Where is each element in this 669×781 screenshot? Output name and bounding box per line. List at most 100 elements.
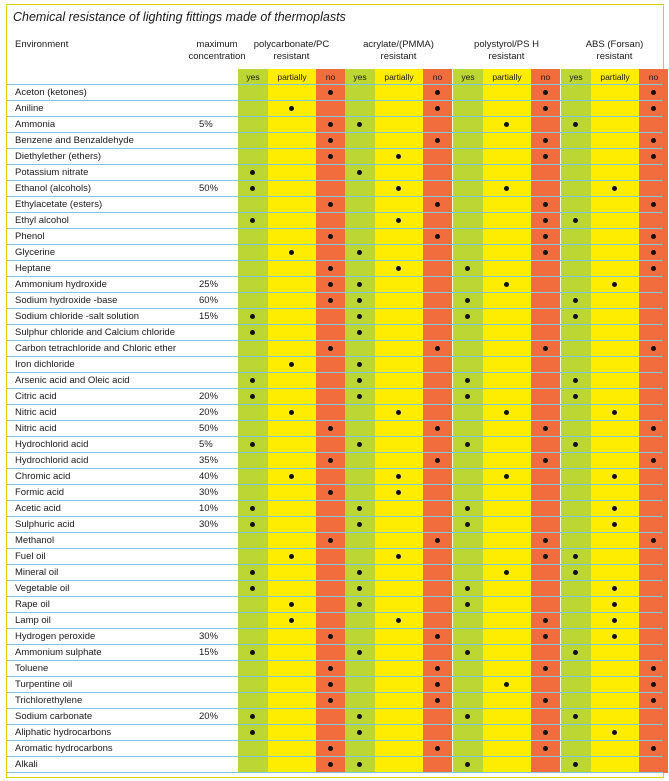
resistance-mark-no: [651, 746, 656, 751]
row-divider: [7, 468, 663, 469]
table-title: Chemical resistance of lighting fittings…: [13, 10, 346, 24]
resistance-mark-partially: [396, 266, 401, 271]
row-divider: [7, 516, 663, 517]
row-divider: [7, 404, 663, 405]
max-concentration: 5%: [199, 439, 213, 450]
resistance-mark-no: [651, 90, 656, 95]
resistance-mark-yes: [357, 442, 362, 447]
material-group-subtitle: resistant: [596, 51, 633, 62]
column-band-no: [423, 69, 452, 773]
resistance-mark-partially: [504, 122, 509, 127]
resistance-mark-yes: [573, 650, 578, 655]
resistance-mark-no: [328, 458, 333, 463]
environment-name: Methanol: [15, 535, 55, 546]
row-divider: [7, 628, 663, 629]
concentration-header-line2: concentration: [188, 51, 246, 62]
row-divider: [7, 612, 663, 613]
row-divider: [7, 100, 663, 101]
row-divider: [7, 436, 663, 437]
resistance-mark-partially: [612, 522, 617, 527]
row-divider: [7, 484, 663, 485]
environment-name: Aniline: [15, 103, 44, 114]
row-divider: [7, 500, 663, 501]
resistance-mark-partially: [289, 106, 294, 111]
resistance-mark-no: [543, 346, 548, 351]
table-row: Hydrogen peroxide 30%: [7, 629, 663, 645]
resistance-mark-yes: [573, 314, 578, 319]
environment-name: Ammonium sulphate: [15, 647, 102, 658]
row-divider: [7, 564, 663, 565]
material-group-name: acrylate/(PMMA): [363, 39, 434, 50]
max-concentration: 10%: [199, 503, 219, 514]
resistance-mark-yes: [250, 522, 255, 527]
environment-name: Diethylether (ethers): [15, 151, 102, 162]
table-row: Sulphuric acid 30%: [7, 517, 663, 533]
resistance-mark-partially: [396, 618, 401, 623]
resistance-mark-yes: [573, 218, 578, 223]
subcolumn-header-no: no: [648, 72, 659, 82]
row-divider: [7, 420, 663, 421]
resistance-mark-partially: [504, 186, 509, 191]
environment-name: Benzene and Benzaldehyde: [15, 135, 134, 146]
resistance-mark-no: [543, 426, 548, 431]
material-group-subtitle: resistant: [273, 51, 310, 62]
resistance-mark-no: [543, 234, 548, 239]
resistance-mark-no: [328, 234, 333, 239]
column-band-partially: [268, 69, 316, 773]
resistance-mark-yes: [250, 442, 255, 447]
environment-name: Trichlorethylene: [15, 695, 83, 706]
table-row: Phenol: [7, 229, 663, 245]
table-row: Ethyl alcohol: [7, 213, 663, 229]
resistance-mark-partially: [289, 362, 294, 367]
environment-name: Ethylacetate (esters): [15, 199, 103, 210]
resistance-mark-yes: [357, 330, 362, 335]
table-row: Rape oil: [7, 597, 663, 613]
environment-name: Hydrochlorid acid: [15, 439, 89, 450]
resistance-mark-yes: [465, 394, 470, 399]
environment-name: Potassium nitrate: [15, 167, 89, 178]
resistance-mark-yes: [573, 714, 578, 719]
resistance-mark-no: [543, 458, 548, 463]
resistance-mark-yes: [357, 522, 362, 527]
column-band-no: [639, 69, 668, 773]
environment-name: Ethanol (alcohols): [15, 183, 92, 194]
row-divider: [7, 756, 663, 757]
max-concentration: 15%: [199, 647, 219, 658]
row-divider: [7, 132, 663, 133]
resistance-mark-yes: [357, 250, 362, 255]
table-row: Lamp oil: [7, 613, 663, 629]
resistance-mark-no: [435, 458, 440, 463]
table-row: Carbon tetrachloride and Chloric ether: [7, 341, 663, 357]
resistance-mark-no: [651, 138, 656, 143]
resistance-mark-no: [435, 90, 440, 95]
resistance-mark-partially: [289, 410, 294, 415]
resistance-mark-no: [543, 554, 548, 559]
row-divider: [7, 660, 663, 661]
resistance-mark-partially: [504, 682, 509, 687]
environment-name: Aceton (ketones): [15, 87, 87, 98]
resistance-mark-no: [328, 762, 333, 767]
resistance-mark-partially: [396, 186, 401, 191]
resistance-mark-yes: [357, 298, 362, 303]
row-divider: [7, 308, 663, 309]
subcolumn-header-partially: partially: [384, 72, 414, 82]
resistance-mark-yes: [465, 442, 470, 447]
environment-name: Nitric acid: [15, 423, 57, 434]
environment-name: Citric acid: [15, 391, 57, 402]
table-row: Sodium hydroxide -base 60%: [7, 293, 663, 309]
resistance-mark-yes: [250, 730, 255, 735]
resistance-mark-no: [651, 538, 656, 543]
resistance-mark-partially: [289, 602, 294, 607]
table-row: Vegetable oil: [7, 581, 663, 597]
table-row: Methanol: [7, 533, 663, 549]
material-group-name: polycarbonate/PC: [253, 39, 330, 50]
resistance-mark-yes: [465, 650, 470, 655]
table-row: Nitric acid 50%: [7, 421, 663, 437]
resistance-mark-yes: [357, 378, 362, 383]
resistance-mark-partially: [396, 410, 401, 415]
resistance-mark-yes: [357, 122, 362, 127]
resistance-mark-partially: [396, 218, 401, 223]
environment-name: Aromatic hydrocarbons: [15, 743, 113, 754]
chemical-resistance-table: Chemical resistance of lighting fittings…: [6, 4, 668, 778]
resistance-mark-yes: [250, 378, 255, 383]
